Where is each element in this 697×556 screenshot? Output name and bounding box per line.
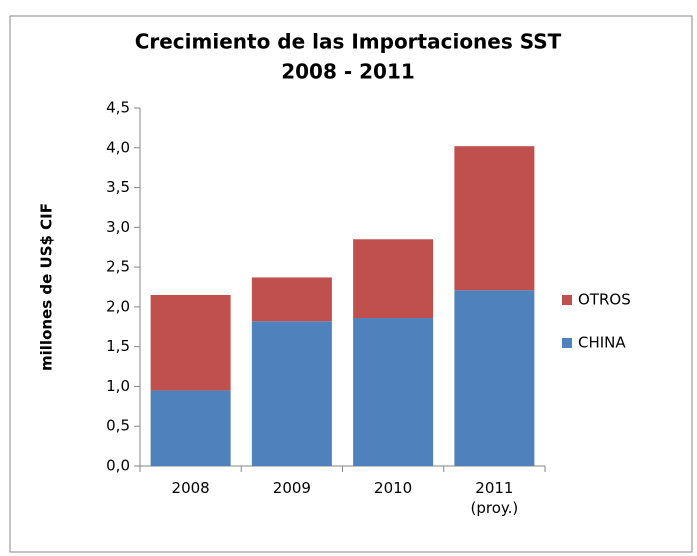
y-tick-label: 3,5: [106, 178, 130, 196]
bar-segment: [454, 146, 535, 291]
x-tick-label: 2011 (proy.): [470, 479, 519, 517]
y-tick-label: 2,5: [106, 258, 130, 276]
legend-swatch: [562, 295, 572, 305]
legend-label: OTROS: [578, 291, 631, 309]
y-tick-label: 4,5: [106, 99, 130, 117]
chart-title: Crecimiento de las Importaciones SST: [135, 30, 562, 54]
y-tick-label: 4,0: [106, 138, 130, 156]
chart-subtitle: 2008 - 2011: [281, 60, 415, 84]
bar-segment: [454, 290, 535, 466]
y-tick-label: 1,0: [106, 377, 130, 395]
bar-segment: [150, 294, 231, 391]
legend-label: CHINA: [578, 334, 626, 352]
bar-segment: [353, 318, 434, 466]
x-tick-label: 2010: [374, 479, 413, 497]
y-axis-label: millones de US$ CIF: [38, 203, 56, 371]
bar-segment: [150, 390, 231, 466]
bar-segment: [353, 239, 434, 319]
y-tick-label: 2,0: [106, 297, 130, 315]
bar-segment: [251, 277, 332, 322]
chart-frame: [9, 15, 693, 553]
y-tick-label: 0,0: [106, 457, 130, 475]
legend-swatch: [562, 338, 572, 348]
x-tick-label: 2008: [171, 479, 210, 497]
y-tick-label: 3,0: [106, 218, 130, 236]
y-tick-label: 1,5: [106, 337, 130, 355]
y-tick-label: 0,5: [106, 417, 130, 435]
x-tick-label: 2009: [272, 479, 311, 497]
bar-segment: [251, 321, 332, 466]
